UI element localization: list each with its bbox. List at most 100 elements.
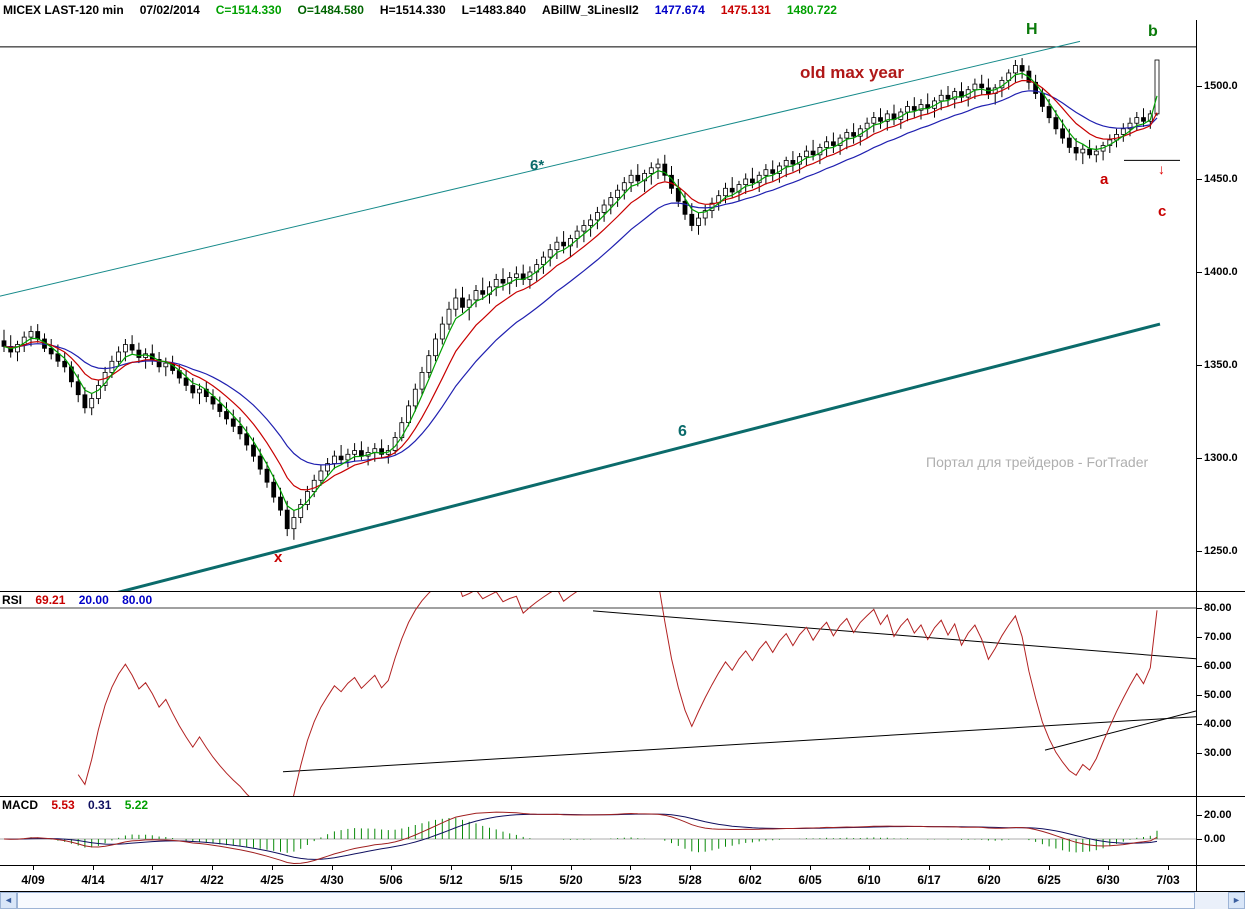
axis-label: 1350.0 bbox=[1204, 359, 1238, 371]
low-value: L=1483.840 bbox=[461, 3, 527, 17]
chart-panels: Портал для трейдеров - ForTrader old max… bbox=[0, 20, 1196, 892]
date-label: 5/06 bbox=[379, 873, 403, 887]
chart-content: Портал для трейдеров - ForTrader old max… bbox=[0, 20, 1245, 892]
axis-label: 50.00 bbox=[1204, 689, 1232, 701]
date-label: 5/12 bbox=[439, 873, 463, 887]
watermark-text: Портал для трейдеров - ForTrader bbox=[926, 454, 1149, 470]
axis-label: 1450.0 bbox=[1204, 173, 1238, 185]
date-label: 7/03 bbox=[1156, 873, 1180, 887]
date-label: 5/15 bbox=[499, 873, 523, 887]
date-label: 4/30 bbox=[320, 873, 344, 887]
axis-tick bbox=[1197, 724, 1202, 725]
axis-label: 30.00 bbox=[1204, 747, 1232, 759]
date-axis: 4/09 4/14 4/17 4/22 4/25 4/30 5/06 5/12 5/15 5/20… bbox=[0, 866, 1196, 892]
axis-tick bbox=[1197, 666, 1202, 667]
price-chart-canvas[interactable] bbox=[0, 20, 1196, 591]
chart-header: MICEX LAST-120 min 07/02/2014 C=1514.330… bbox=[0, 0, 1245, 20]
date-tick bbox=[989, 866, 990, 870]
rsi-line bbox=[77, 592, 1158, 796]
price-panel: Портал для трейдеров - ForTrader old max… bbox=[0, 20, 1196, 592]
rsi-label: RSI bbox=[2, 593, 23, 607]
indicator-name: ABillW_3LinesII2 bbox=[542, 3, 639, 17]
macd-signal-value: 0.31 bbox=[88, 798, 112, 812]
date-tick bbox=[929, 866, 930, 870]
date-tick bbox=[33, 866, 34, 870]
axis-tick bbox=[1197, 815, 1202, 816]
axis-label: 0.00 bbox=[1204, 833, 1226, 845]
date-tick bbox=[212, 866, 213, 870]
channel-lower-trendline bbox=[117, 322, 1161, 591]
rsi-trendline-3 bbox=[1044, 710, 1196, 751]
date-label: 6/02 bbox=[738, 873, 762, 887]
rsi-axis: 80.00 70.00 60.00 50.00 40.00 30.00 bbox=[1197, 592, 1245, 797]
date-tick bbox=[152, 866, 153, 870]
ma-fast-green-line bbox=[3, 72, 1158, 512]
macd-line bbox=[3, 811, 1158, 865]
date-tick bbox=[391, 866, 392, 870]
label-wave-H: H bbox=[1026, 21, 1038, 38]
date-label: 6/10 bbox=[857, 873, 881, 887]
axis-label: 60.00 bbox=[1204, 660, 1232, 672]
label-wave-b: b bbox=[1148, 23, 1158, 40]
macd-panel: MACD 5.53 0.31 5.22 bbox=[0, 797, 1196, 866]
header-date: 07/02/2014 bbox=[139, 3, 200, 17]
axis-tick bbox=[1197, 695, 1202, 696]
axis-label: 40.00 bbox=[1204, 718, 1232, 730]
date-tick bbox=[750, 866, 751, 870]
axis-tick bbox=[1197, 637, 1202, 638]
axis-label: 1300.0 bbox=[1204, 452, 1238, 464]
rsi-trendline-2 bbox=[282, 716, 1196, 773]
date-tick bbox=[690, 866, 691, 870]
label-wave-6-star: 6* bbox=[530, 157, 545, 174]
rsi-high-level: 80.00 bbox=[122, 593, 153, 607]
date-label: 4/25 bbox=[260, 873, 284, 887]
rsi-header: RSI 69.21 20.00 80.00 bbox=[2, 593, 162, 607]
rsi-chart-canvas[interactable] bbox=[0, 592, 1196, 796]
date-tick bbox=[869, 866, 870, 870]
axis-label: 1250.0 bbox=[1204, 545, 1238, 557]
rsi-value: 69.21 bbox=[35, 593, 66, 607]
down-arrow: ↓ bbox=[1158, 161, 1165, 177]
axis-label: 1400.0 bbox=[1204, 266, 1238, 278]
scrollbar-thumb[interactable] bbox=[17, 892, 1195, 909]
price-axis-column: 1500.0 1450.0 1400.0 1350.0 1300.0 1250.0 80.… bbox=[1196, 20, 1245, 892]
date-label: 6/25 bbox=[1037, 873, 1061, 887]
scroll-right-button[interactable]: ► bbox=[1228, 892, 1245, 909]
date-label: 5/28 bbox=[678, 873, 702, 887]
candlestick-series bbox=[1, 58, 1160, 540]
date-label: 5/23 bbox=[618, 873, 642, 887]
ma-slow-blue-line bbox=[3, 90, 1158, 466]
horizontal-scrollbar[interactable]: ◄ ► bbox=[0, 892, 1245, 909]
label-wave-6: 6 bbox=[678, 423, 687, 440]
date-tick bbox=[630, 866, 631, 870]
date-tick bbox=[1108, 866, 1109, 870]
scrollbar-track[interactable] bbox=[17, 892, 1228, 909]
scroll-left-button[interactable]: ◄ bbox=[0, 892, 17, 909]
axis-label: 1500.0 bbox=[1204, 80, 1238, 92]
date-tick bbox=[571, 866, 572, 870]
macd-axis: 20.00 0.00 bbox=[1197, 797, 1245, 866]
date-tick bbox=[332, 866, 333, 870]
macd-header: MACD 5.53 0.31 5.22 bbox=[2, 798, 158, 812]
label-wave-c: c bbox=[1158, 203, 1167, 220]
symbol-title: MICEX LAST-120 min bbox=[3, 3, 124, 17]
open-value: O=1484.580 bbox=[297, 3, 364, 17]
date-label: 4/17 bbox=[140, 873, 164, 887]
macd-chart-canvas[interactable] bbox=[0, 797, 1196, 865]
macd-histogram bbox=[10, 817, 1158, 853]
axis-corner bbox=[1197, 866, 1245, 892]
close-value: C=1514.330 bbox=[215, 3, 282, 17]
ma-green-value: 1480.722 bbox=[786, 3, 837, 17]
axis-tick bbox=[1197, 839, 1202, 840]
ma-red-value: 1475.131 bbox=[720, 3, 771, 17]
date-tick bbox=[511, 866, 512, 870]
date-tick bbox=[1049, 866, 1050, 870]
label-old-max-year: old max year bbox=[800, 63, 904, 82]
macd-signal-line bbox=[3, 813, 1158, 860]
price-axis: 1500.0 1450.0 1400.0 1350.0 1300.0 1250.0 bbox=[1197, 20, 1245, 592]
date-label: 6/20 bbox=[977, 873, 1001, 887]
high-value: H=1514.330 bbox=[379, 3, 446, 17]
axis-tick bbox=[1197, 272, 1202, 273]
date-label: 4/14 bbox=[81, 873, 105, 887]
